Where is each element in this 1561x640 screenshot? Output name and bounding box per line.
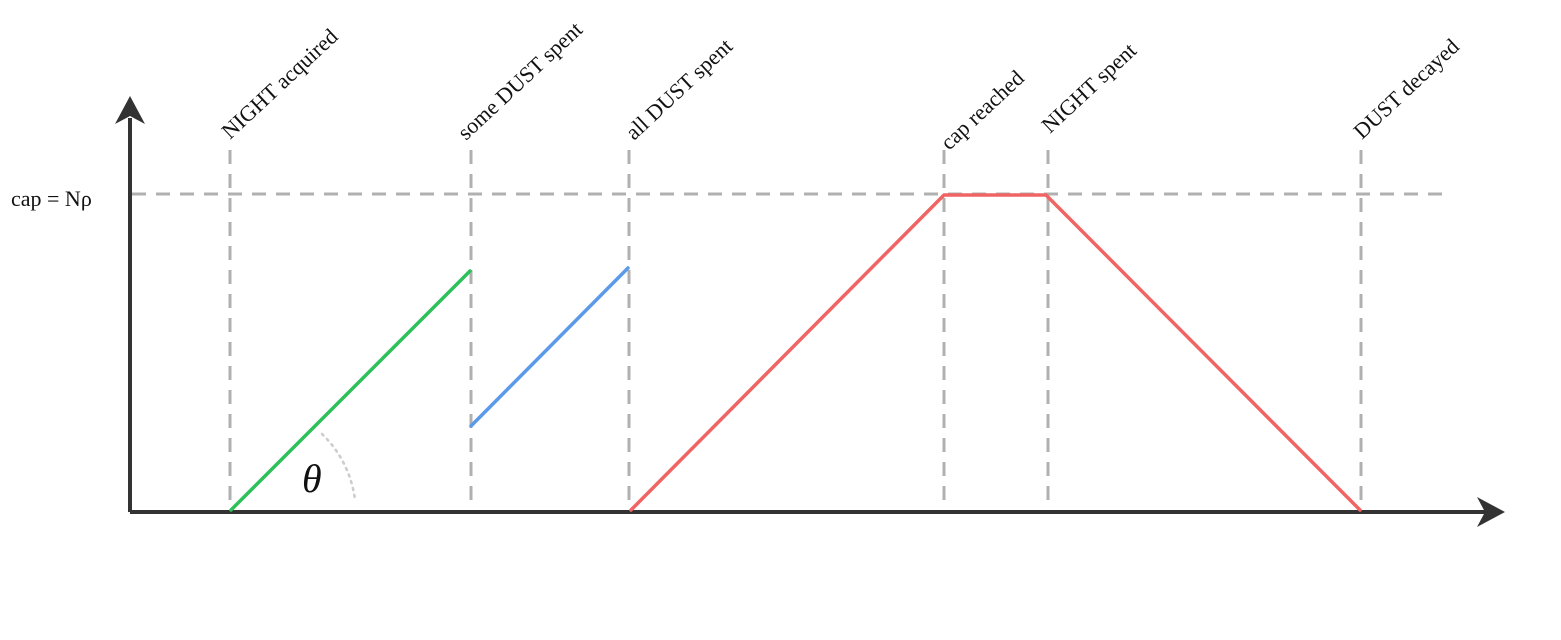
event-label-all-dust-spent: all DUST spent bbox=[620, 33, 737, 144]
angle-theta-label: θ bbox=[302, 456, 322, 501]
event-label-some-dust-spent: some DUST spent bbox=[452, 17, 587, 145]
event-label-dust-decayed: DUST decayed bbox=[1348, 34, 1464, 144]
cap-label: cap = Nρ bbox=[11, 186, 92, 211]
event-label-night-acquired: NIGHT acquired bbox=[216, 24, 342, 144]
x-axis-arrowhead bbox=[1477, 497, 1505, 527]
event-label-cap-reached: cap reached bbox=[935, 65, 1028, 154]
event-label-night-spent: NIGHT spent bbox=[1036, 38, 1141, 138]
generation-segment bbox=[229, 269, 472, 512]
regeneration-decay-segment bbox=[629, 193, 1362, 512]
partial-spend-segment bbox=[469, 266, 630, 428]
angle-arc bbox=[320, 432, 357, 502]
y-axis-arrowhead bbox=[115, 96, 145, 124]
